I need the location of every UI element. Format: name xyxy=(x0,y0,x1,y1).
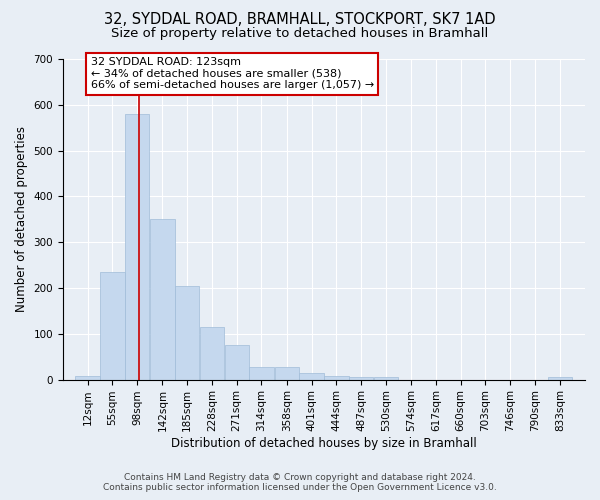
Bar xyxy=(150,220,175,380)
Text: 32 SYDDAL ROAD: 123sqm
← 34% of detached houses are smaller (538)
66% of semi-de: 32 SYDDAL ROAD: 123sqm ← 34% of detached… xyxy=(91,57,374,90)
Bar xyxy=(224,345,249,380)
Bar xyxy=(324,376,349,380)
Text: Size of property relative to detached houses in Bramhall: Size of property relative to detached ho… xyxy=(112,28,488,40)
Bar xyxy=(125,114,149,380)
Bar xyxy=(200,327,224,380)
Bar xyxy=(275,367,299,380)
Y-axis label: Number of detached properties: Number of detached properties xyxy=(15,126,28,312)
X-axis label: Distribution of detached houses by size in Bramhall: Distribution of detached houses by size … xyxy=(171,437,477,450)
Bar xyxy=(299,372,324,380)
Bar xyxy=(548,378,572,380)
Text: 32, SYDDAL ROAD, BRAMHALL, STOCKPORT, SK7 1AD: 32, SYDDAL ROAD, BRAMHALL, STOCKPORT, SK… xyxy=(104,12,496,28)
Bar xyxy=(175,286,199,380)
Text: Contains HM Land Registry data © Crown copyright and database right 2024.
Contai: Contains HM Land Registry data © Crown c… xyxy=(103,473,497,492)
Bar xyxy=(249,367,274,380)
Bar xyxy=(349,378,373,380)
Bar xyxy=(100,272,125,380)
Bar xyxy=(374,378,398,380)
Bar xyxy=(76,376,100,380)
